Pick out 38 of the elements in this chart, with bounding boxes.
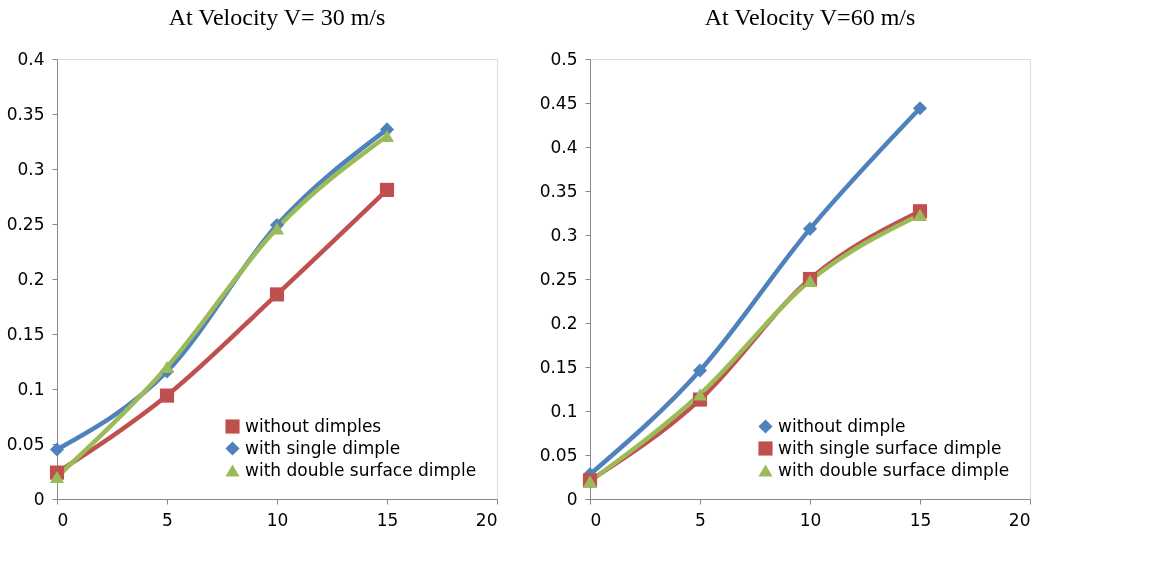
y-tick-label: 0.35 xyxy=(6,103,45,124)
chart-title: At Velocity V=60 m/s xyxy=(704,4,916,30)
y-tick-label: 0.3 xyxy=(550,224,578,245)
y-tick-label: 0 xyxy=(566,488,578,509)
y-tick-label: 0.05 xyxy=(6,433,45,454)
x-tick-label: 0 xyxy=(57,509,69,530)
y-tick-label: 0.1 xyxy=(550,400,578,421)
y-tick-label: 0.15 xyxy=(539,356,578,377)
chart-title: At Velocity V= 30 m/s xyxy=(168,4,386,30)
y-tick-label: 0.05 xyxy=(539,444,578,465)
x-tick-label: 20 xyxy=(475,509,498,530)
x-tick-label: 5 xyxy=(695,509,706,530)
legend-label: with single dimple xyxy=(245,437,401,458)
legend-label: without dimple xyxy=(778,415,906,436)
y-tick-label: 0.4 xyxy=(17,48,45,69)
x-tick-label: 10 xyxy=(799,509,822,530)
y-tick-label: 0.1 xyxy=(17,378,45,399)
y-tick-label: 0.5 xyxy=(550,48,578,69)
y-tick-label: 0 xyxy=(33,488,45,509)
x-tick-label: 0 xyxy=(590,509,602,530)
y-tick-label: 0.35 xyxy=(539,180,578,201)
y-tick-label: 0.2 xyxy=(550,312,578,333)
legend-label: with single surface dimple xyxy=(778,437,1002,458)
legend-label: with double surface dimple xyxy=(245,459,477,480)
x-tick-label: 15 xyxy=(376,509,399,530)
y-tick-label: 0.25 xyxy=(539,268,578,289)
y-tick-label: 0.4 xyxy=(550,136,578,157)
x-tick-label: 15 xyxy=(909,509,932,530)
y-tick-label: 0.15 xyxy=(6,323,45,344)
x-tick-label: 10 xyxy=(266,509,289,530)
y-tick-label: 0.25 xyxy=(6,213,45,234)
legend-label: with double surface dimple xyxy=(778,459,1010,480)
x-tick-label: 20 xyxy=(1008,509,1031,530)
x-tick-label: 5 xyxy=(162,509,173,530)
y-tick-label: 0.45 xyxy=(539,92,578,113)
y-tick-label: 0.2 xyxy=(17,268,45,289)
y-tick-label: 0.3 xyxy=(17,158,45,179)
legend-label: without dimples xyxy=(245,415,382,436)
